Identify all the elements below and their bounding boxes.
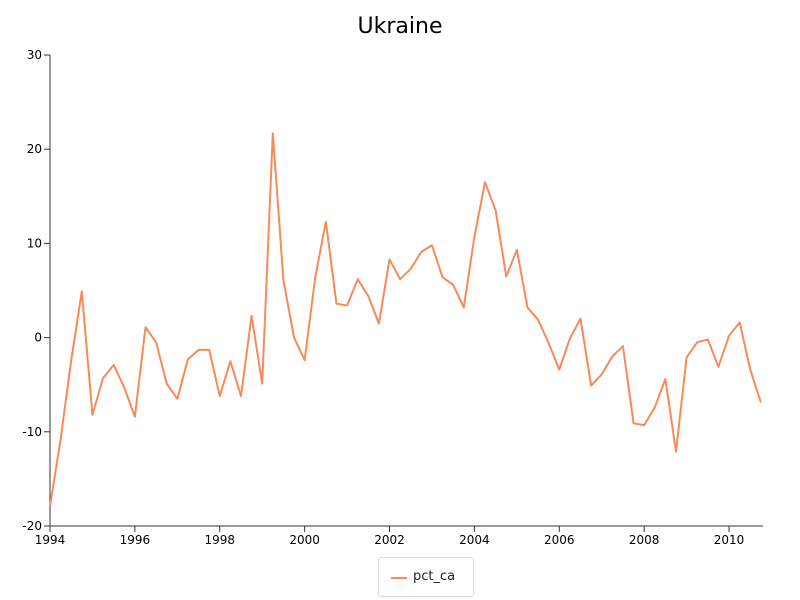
x-tick-label: 2008 [629, 533, 660, 547]
x-tick-label: 1994 [35, 533, 66, 547]
y-tick-label: 0 [34, 331, 42, 345]
x-tick-label: 2000 [289, 533, 320, 547]
legend[interactable]: pct_ca [378, 557, 474, 597]
series-line-pct-ca [49, 132, 762, 507]
x-tick-label: 1996 [120, 533, 151, 547]
y-tick-label: 30 [27, 48, 42, 62]
y-tick-label: -10 [22, 425, 42, 439]
chart-title: Ukraine [357, 14, 443, 39]
x-tick-label: 1998 [204, 533, 235, 547]
legend-label-pct-ca: pct_ca [413, 569, 456, 584]
y-tick-label: -20 [22, 519, 42, 533]
x-tick-label: 2002 [374, 533, 405, 547]
y-tick-label: 10 [27, 236, 42, 250]
legend-swatch-pct-ca [391, 577, 407, 579]
x-tick-label: 2010 [714, 533, 745, 547]
x-tick-label: 2004 [459, 533, 490, 547]
y-tick-label: 20 [27, 142, 42, 156]
x-tick-label: 2006 [544, 533, 575, 547]
